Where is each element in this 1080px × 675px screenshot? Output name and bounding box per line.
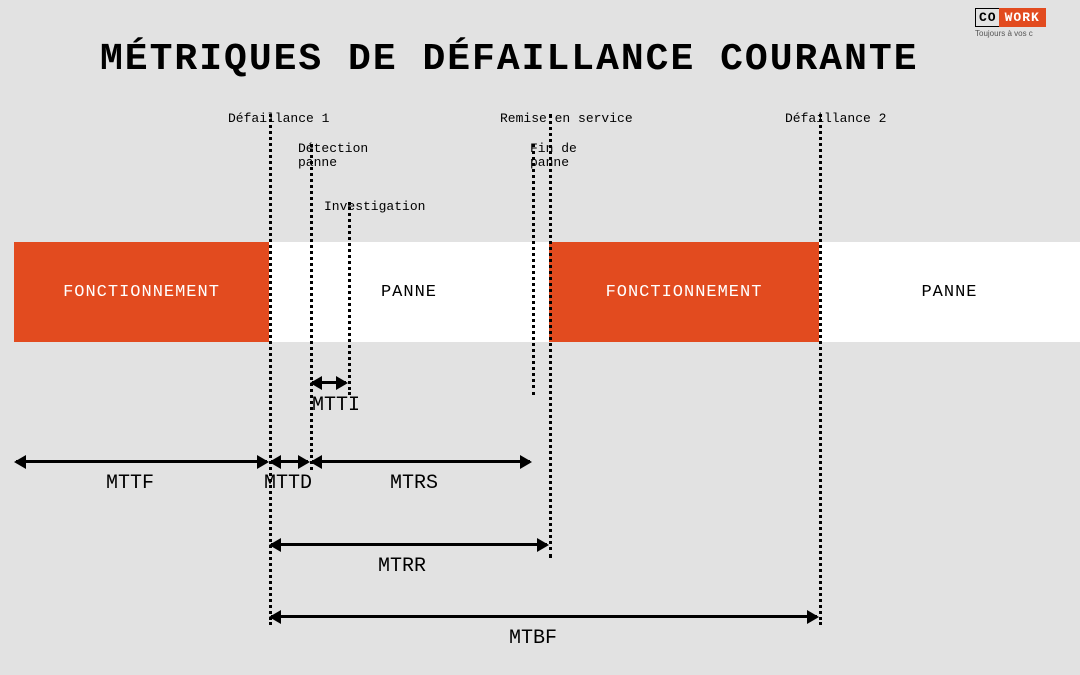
timeline-block: PANNE — [819, 242, 1080, 342]
event-label-defaillance2: Défaillance 2 — [785, 112, 886, 126]
metric-label-mttd: MTTD — [264, 472, 312, 495]
diagram-canvas: COWORK Toujours à vos c MÉTRIQUES DE DÉF… — [0, 0, 1080, 675]
logo-co: CO — [975, 8, 1001, 27]
logo-work: WORK — [999, 8, 1046, 27]
event-label-investigation: Investigation — [324, 200, 425, 214]
event-line-fin-panne — [532, 144, 535, 395]
metric-arrow-mttd — [271, 460, 308, 463]
logo-subtitle: Toujours à vos c — [975, 29, 1046, 38]
event-label-detection: Détectionpanne — [298, 142, 368, 171]
metric-label-mtbf: MTBF — [509, 627, 557, 650]
brand-logo: COWORK Toujours à vos c — [975, 8, 1046, 38]
timeline-block: FONCTIONNEMENT — [14, 242, 269, 342]
metric-arrow-mtrr — [271, 543, 547, 546]
page-title: MÉTRIQUES DE DÉFAILLANCE COURANTE — [100, 38, 919, 81]
metric-label-mtti: MTTI — [312, 394, 360, 417]
timeline-block: FONCTIONNEMENT — [549, 242, 819, 342]
event-line-investigation — [348, 202, 351, 395]
event-label-fin-panne: Fin depanne — [530, 142, 577, 171]
metric-arrow-mtrs — [312, 460, 530, 463]
metric-label-mtrs: MTRS — [390, 472, 438, 495]
metric-label-mttf: MTTF — [106, 472, 154, 495]
event-label-defaillance1: Défaillance 1 — [228, 112, 329, 126]
event-line-defaillance2 — [819, 114, 822, 625]
event-line-detection — [310, 144, 313, 470]
metric-arrow-mttf — [16, 460, 267, 463]
metric-arrow-mtbf — [271, 615, 817, 618]
metric-label-mtrr: MTRR — [378, 555, 426, 578]
metric-arrow-mtti — [312, 381, 346, 384]
event-label-remise-service: Remise en service — [500, 112, 633, 126]
event-line-remise-service — [549, 114, 552, 558]
